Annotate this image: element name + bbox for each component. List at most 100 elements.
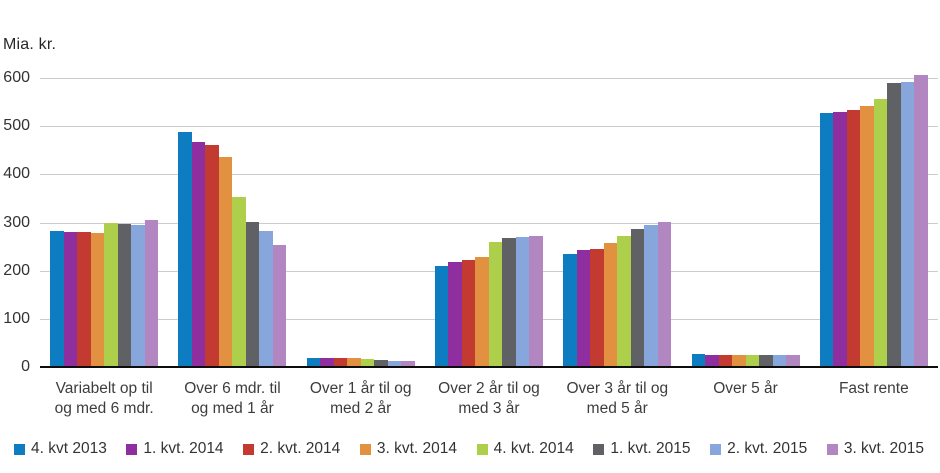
bar [191,141,206,367]
bar [502,237,516,367]
bar [488,242,503,367]
bar [772,355,787,367]
legend-swatch-icon [243,443,255,455]
legend-label: 4. kvt. 2014 [493,440,574,457]
legend-swatch-icon [359,443,371,455]
bar [90,233,105,367]
bar-groups [40,74,938,367]
bar [77,231,91,367]
bar [515,236,530,367]
y-tick-0: 0 [21,358,30,375]
bar [705,355,719,367]
legend-swatch-icon [126,443,138,455]
bar [434,265,449,367]
bar-group-2 [168,78,296,367]
bar [846,110,861,367]
bar [448,261,462,367]
bar [272,245,287,367]
legend-item-2: 1. kvt. 2014 [126,440,224,458]
x-category-label-6: Over 5 år [713,380,778,397]
bar [603,243,618,367]
bar [630,228,645,367]
bar [887,82,901,367]
bar [873,98,888,367]
legend-item-3: 2. kvt. 2014 [243,440,340,458]
legend-swatch-icon [826,443,838,455]
bar [475,257,489,367]
plot-area: 0 100 200 300 400 500 600 [3,69,938,375]
bar [245,222,260,367]
bar [657,221,672,367]
y-axis-unit-label: Mia. kr. [3,36,57,53]
bar [745,355,760,367]
x-category-label-5: Over 3 år til og med 5 år [566,380,669,417]
bar [50,230,64,367]
x-category-label-3: Over 1 år til og med 2 år [309,380,412,417]
legend-label: 3. kvt. 2015 [843,440,924,457]
legend-swatch-icon [14,443,25,455]
gridline-600 [40,78,938,79]
legend-swatch-icon [476,443,488,455]
bar-group-7 [810,74,938,367]
bar [387,361,402,367]
x-axis-category-labels: Variabelt op til og med 6 mdr. Over 6 mdr.… [40,379,938,419]
bar-group-1 [40,78,168,367]
bar [117,223,132,367]
legend-item-5: 4. kvt. 2014 [476,440,574,458]
bar [178,131,192,367]
x-axis-line [40,366,938,368]
bar [232,196,246,367]
bar [218,156,233,367]
bar [144,220,159,367]
bar [576,250,591,367]
legend-label: 4. kvt 2013 [31,440,107,457]
legend-swatch-icon [593,443,605,455]
bar [786,355,800,367]
bar [374,359,388,367]
bar-group-3 [297,78,425,367]
bar [644,224,658,367]
y-tick-200: 200 [3,261,30,279]
legend: 4. kvt 2013 1. kvt. 2014 2. kvt. 2014 3. kv… [0,437,940,461]
legend-item-7: 2. kvt. 2015 [710,440,807,458]
legend-label: 1. kvt. 2014 [143,440,224,457]
legend-label: 3. kvt. 2014 [376,440,458,457]
bar [860,105,874,367]
gridline-500 [40,126,938,128]
bar [320,358,334,367]
legend-item-4: 3. kvt. 2014 [359,440,458,458]
bar [401,361,415,367]
bar-group-6 [681,78,809,367]
x-category-label-7: Fast rente [838,380,909,397]
bar [259,231,273,367]
bar [617,235,631,367]
y-tick-600: 600 [3,69,30,86]
bar [732,355,746,367]
bar [718,355,733,367]
bar [529,235,543,367]
bar [900,81,915,367]
x-category-label-1: Variabelt op til og med 6 mdr. [54,380,154,417]
gridline-400 [40,174,938,176]
y-tick-500: 500 [3,117,30,135]
bar-group-5 [553,78,681,367]
y-tick-300: 300 [3,213,30,231]
bar-group-4 [425,78,553,367]
y-tick-100: 100 [3,309,30,327]
bar [360,358,375,367]
bar [833,112,847,367]
bar [759,355,773,367]
bar [563,253,577,367]
bar [63,232,78,367]
x-category-label-4: Over 2 år til og med 3 år [438,380,540,417]
bar [590,249,604,367]
bar [205,144,219,367]
legend-label: 2. kvt. 2015 [727,440,808,457]
bar [914,74,928,367]
gridline-300 [40,222,938,224]
bar [347,358,361,367]
legend-item-6: 1. kvt. 2015 [593,440,691,458]
legend-swatch-icon [710,443,722,455]
legend-label: 2. kvt. 2014 [260,440,341,457]
legend-item-8: 3. kvt. 2015 [826,440,924,458]
